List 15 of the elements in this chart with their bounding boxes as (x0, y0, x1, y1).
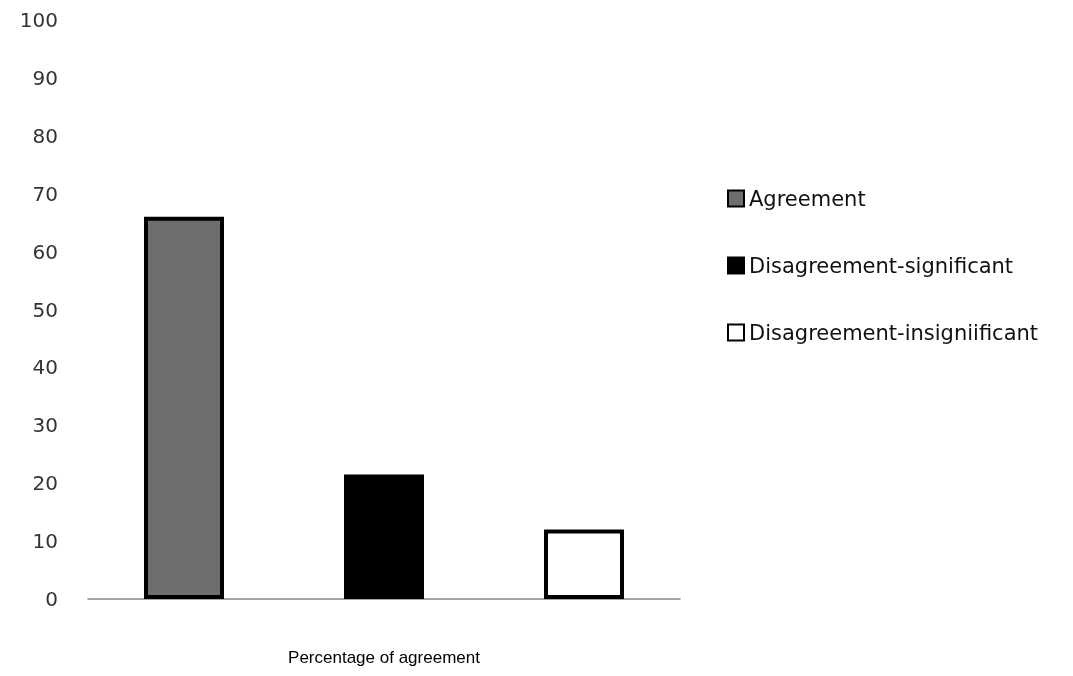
y-tick-label: 30 (32, 413, 58, 438)
legend-label: Disagreement-insigniificant (749, 320, 1039, 345)
y-tick-label: 10 (32, 529, 58, 554)
y-tick-label: 100 (19, 8, 58, 32)
legend-label: Agreement (749, 186, 866, 211)
legend-label: Disagreement-significant (749, 253, 1014, 278)
x-axis-title: Percentage of agreement (288, 648, 481, 667)
y-tick-label: 90 (32, 65, 58, 90)
y-tick-label: 40 (32, 355, 58, 380)
y-tick-label: 80 (32, 123, 58, 148)
y-tick-label: 0 (45, 587, 58, 611)
y-tick-label: 70 (32, 181, 58, 206)
y-tick-label: 20 (32, 471, 58, 496)
y-tick-label: 50 (32, 297, 58, 322)
y-tick-label: 60 (32, 239, 58, 264)
